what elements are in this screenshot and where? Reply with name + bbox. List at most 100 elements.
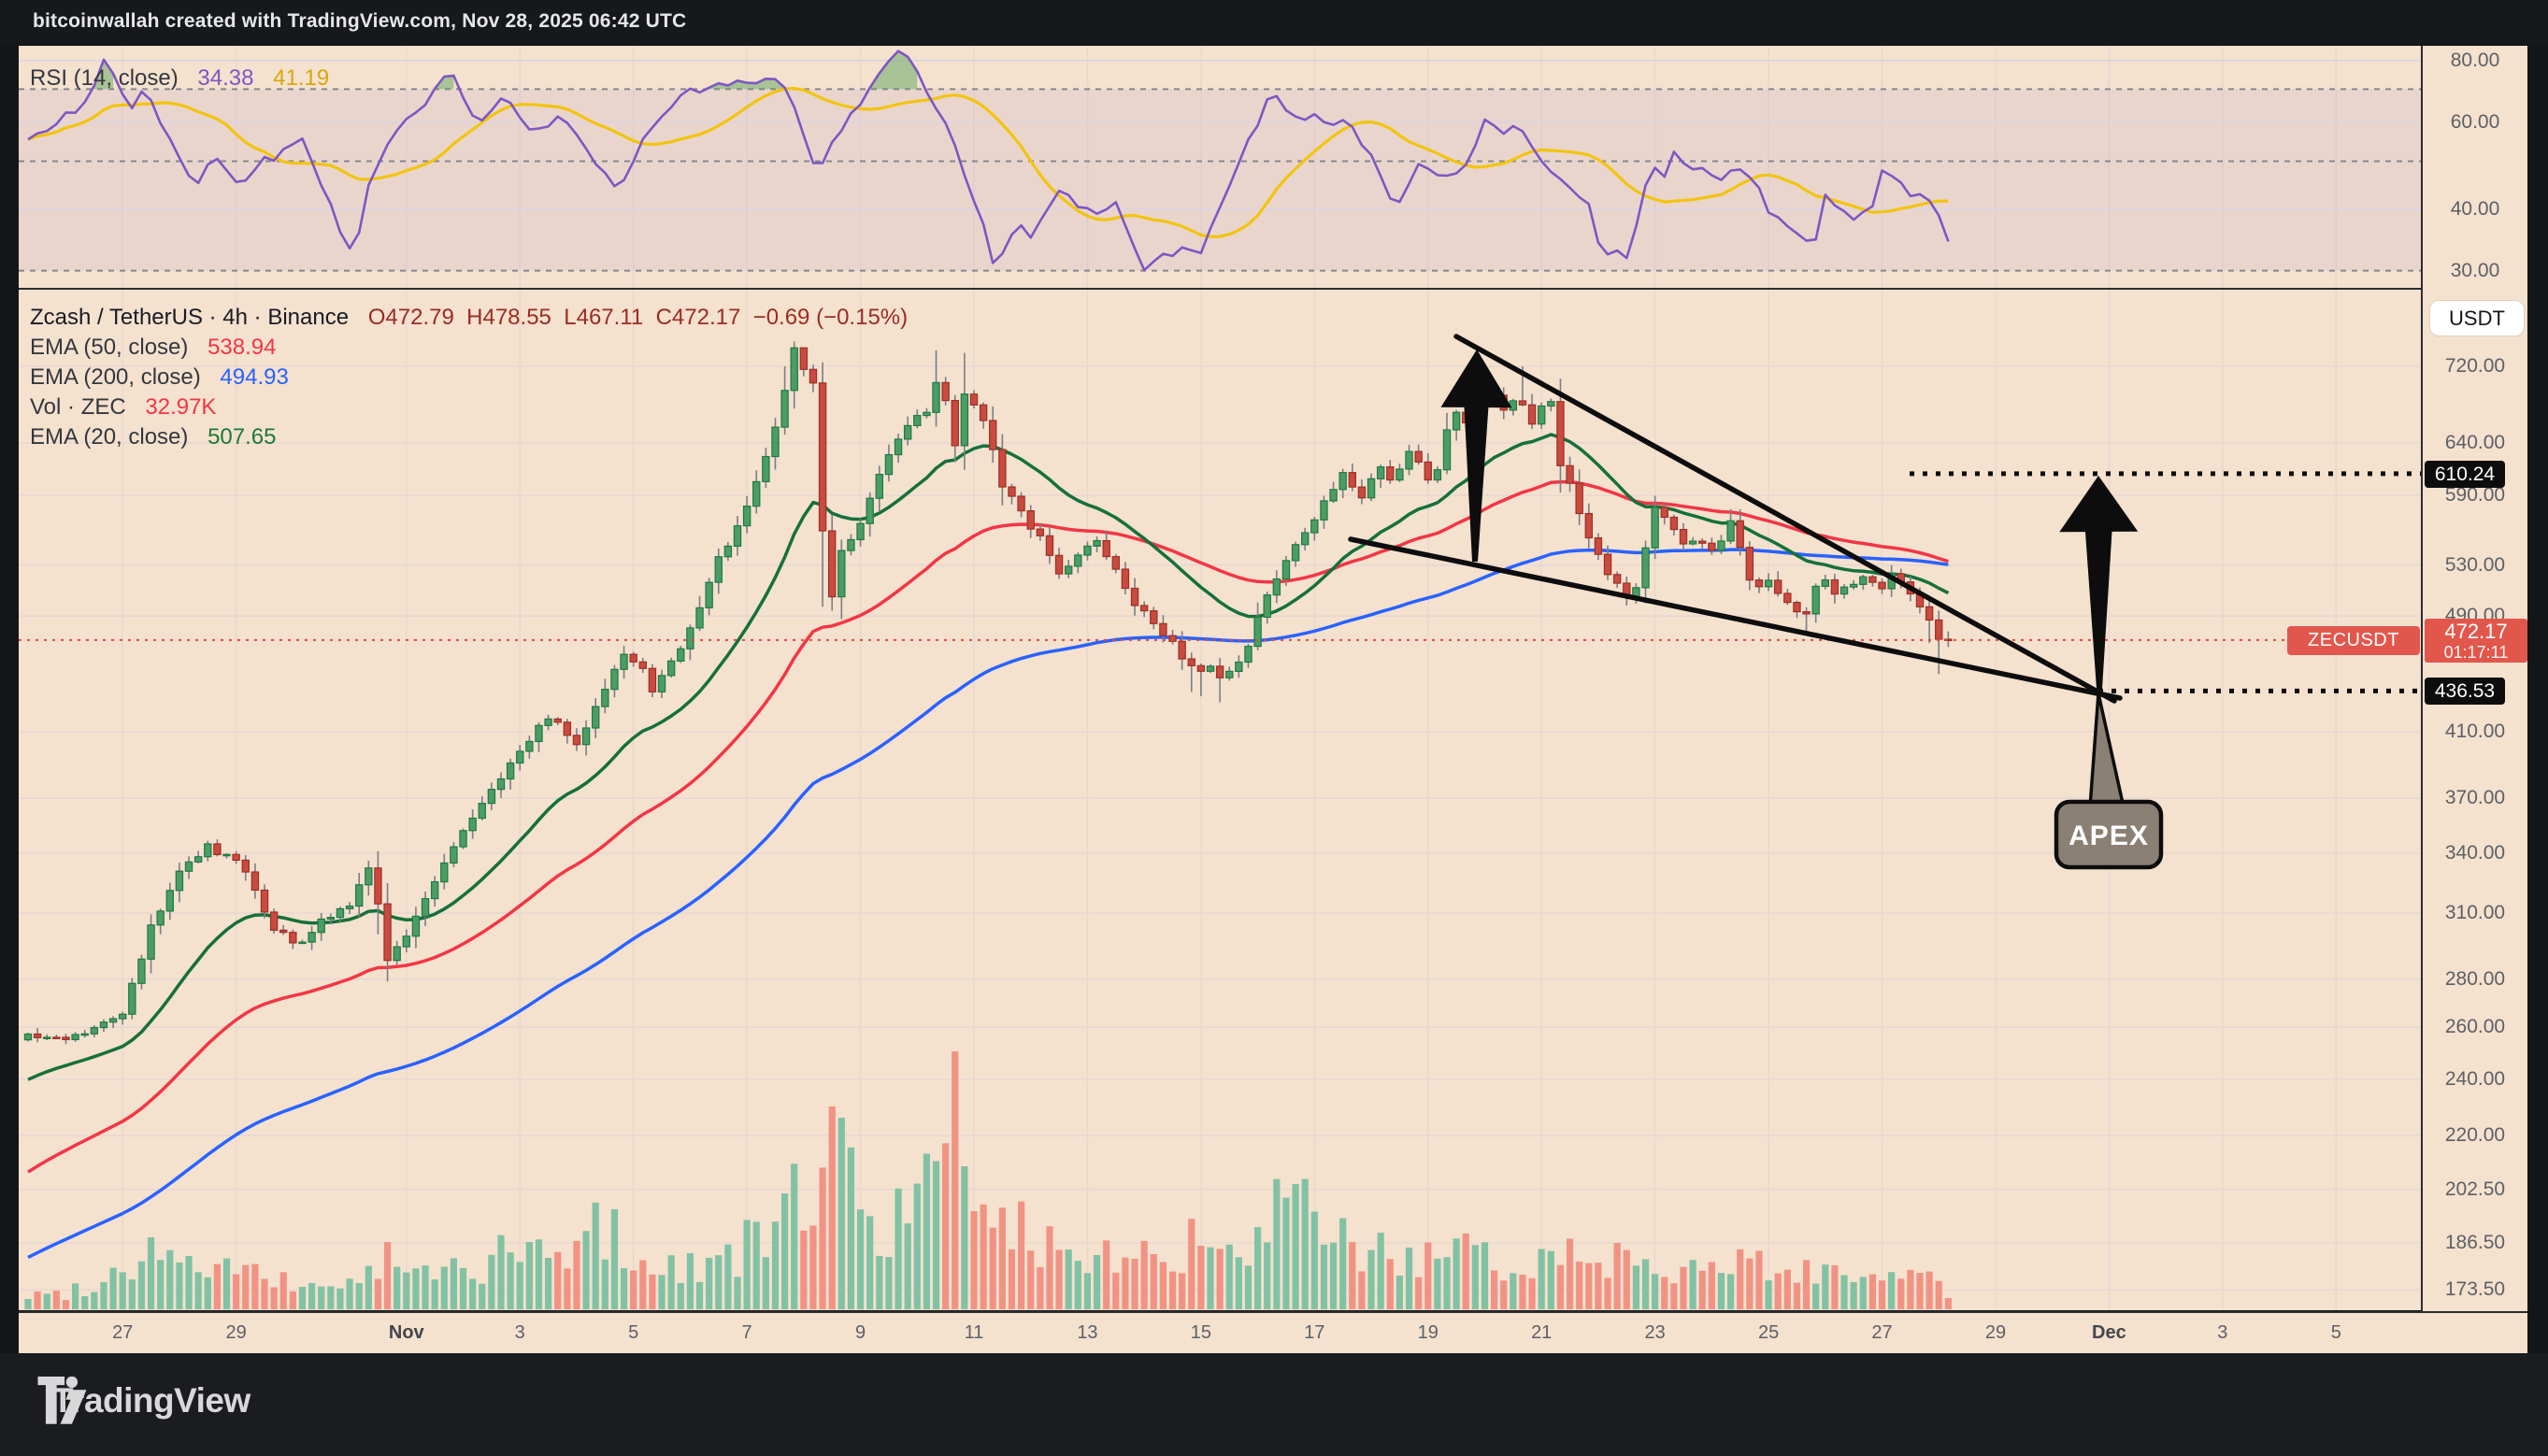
lower-target-price-label[interactable]: 436.53 (2425, 678, 2505, 706)
volume-bar (545, 1258, 552, 1309)
volume-bar (1556, 1264, 1565, 1309)
price-tick-label: 370.00 (2444, 787, 2506, 809)
price-tick-label: 590.00 (2444, 484, 2506, 507)
volume-bar (1065, 1249, 1072, 1309)
price-tick-label: 186.50 (2444, 1231, 2506, 1253)
candle-body (1074, 554, 1082, 567)
candle-body (165, 890, 174, 912)
price-tick-label: 280.00 (2444, 967, 2506, 990)
volume-bar (1140, 1240, 1148, 1309)
candle-body (279, 929, 288, 934)
candle-body (1215, 665, 1224, 678)
candle-body (1811, 585, 1820, 615)
pane-separator[interactable] (19, 288, 2527, 290)
candle-body (383, 903, 392, 962)
candle-body (572, 735, 581, 746)
volume-bar (1661, 1277, 1668, 1309)
apex-callout-box[interactable] (2054, 799, 2164, 870)
volume-bar (1093, 1255, 1101, 1309)
ema200-line[interactable] (27, 548, 1949, 1259)
candle-body (799, 347, 809, 370)
rsi-chart-svg[interactable] (19, 46, 2421, 288)
volume-bar (1576, 1261, 1583, 1309)
volume-bar (1310, 1211, 1318, 1309)
ema20-legend-row[interactable]: EMA (20, close) 507.65 (30, 424, 276, 450)
candle-body (1821, 578, 1829, 587)
price-axis[interactable]: USDT 720.00 640.00 590.00 530.00 490.00 410.0… (2421, 46, 2527, 1311)
candle-body (289, 932, 297, 944)
time-tick-label: 17 (1304, 1322, 1325, 1343)
main-chart-svg[interactable]: APEX (19, 290, 2421, 1310)
candle-body (1139, 605, 1149, 612)
volume-bar (1916, 1273, 1924, 1309)
candle-body (251, 871, 260, 892)
volume-bar (809, 1225, 817, 1309)
volume-bar (904, 1223, 911, 1309)
volume-bar (998, 1207, 1006, 1309)
candle-body (818, 382, 827, 532)
ema200-legend-row[interactable]: EMA (200, close) 494.93 (30, 364, 289, 391)
candle-body (1527, 404, 1537, 425)
volume-bar (724, 1244, 732, 1309)
main-price-pane[interactable]: APEX (19, 290, 2421, 1310)
candle-body (1036, 528, 1045, 536)
symbol-price-flag[interactable]: ZECUSDT (2287, 625, 2420, 655)
volume-bar (242, 1264, 250, 1309)
rsi-ma-line[interactable] (27, 86, 1949, 238)
volume-bar (1329, 1242, 1338, 1309)
volume-bar (1613, 1242, 1621, 1309)
rsi-pane[interactable] (19, 46, 2421, 288)
ema20-line[interactable] (27, 433, 1950, 1081)
rsi-legend-name: RSI (14, close) (30, 65, 179, 91)
volume-bar (1282, 1197, 1290, 1309)
volume-bar (213, 1263, 221, 1309)
apex-target-arrow[interactable] (2059, 476, 2139, 689)
candle-body (1300, 532, 1310, 546)
lower-trendline[interactable] (1348, 536, 2123, 701)
volume-bar (1547, 1250, 1554, 1309)
ema50-legend-row[interactable]: EMA (50, close) 538.94 (30, 335, 276, 361)
ema50-line[interactable] (27, 479, 1949, 1174)
candle-body (33, 1033, 42, 1038)
ohlc-change: −0.69 (−0.15%) (752, 305, 909, 330)
volume-bar (1538, 1249, 1545, 1309)
volume-bar (147, 1236, 155, 1309)
rsi-line[interactable] (27, 50, 1950, 272)
candle-body (269, 911, 279, 931)
volume-bar (535, 1239, 543, 1309)
tradingview-logo[interactable]: TradingView (37, 1377, 251, 1424)
candle-body (1130, 587, 1139, 607)
ema20-name: EMA (20, close) (30, 424, 189, 450)
candle-body (1641, 547, 1650, 589)
candle-body (1925, 606, 1934, 621)
volume-bar (1254, 1227, 1262, 1309)
apex-callout-tail[interactable] (2088, 692, 2126, 809)
price-tick-label: 220.00 (2444, 1124, 2506, 1147)
upper-trendline[interactable] (1453, 334, 2117, 704)
credit-text: bitcoinwallah created with TradingView.c… (33, 10, 687, 32)
candle-body (1291, 544, 1300, 562)
currency-toggle-button[interactable]: USDT (2430, 301, 2524, 335)
volume-bar (592, 1202, 599, 1309)
volume-bar (308, 1282, 316, 1309)
candle-body (856, 522, 865, 541)
candle-body (1793, 602, 1801, 613)
volume-bar (52, 1291, 60, 1309)
breakout-projection-arrow[interactable] (1440, 350, 1512, 562)
symbol-legend-row[interactable]: Zcash / TetherUS · 4h · Binance O472.79 … (30, 305, 908, 331)
candle-body (1376, 466, 1385, 479)
rsi-legend[interactable]: RSI (14, close) 34.38 41.19 (30, 65, 329, 92)
candle-body (1603, 553, 1612, 576)
last-price-axis-label[interactable]: 472.17 01:17:11 (2425, 618, 2527, 663)
candle-body (733, 525, 742, 548)
volume-bar (91, 1292, 98, 1309)
volume-bar (1859, 1277, 1867, 1309)
volume-bar (1179, 1273, 1186, 1309)
volume-bar (1396, 1275, 1403, 1309)
volume-layer (24, 1051, 1952, 1309)
time-axis[interactable]: 27 29 Nov 3 5 7 9 11 13 15 17 19 21 23 25 27 29 Dec 3 5 (19, 1311, 2527, 1353)
volume-legend-row[interactable]: Vol · ZEC 32.97K (30, 394, 216, 421)
volume-bar (1018, 1201, 1025, 1309)
upper-target-price-label[interactable]: 610.24 (2425, 460, 2505, 488)
volume-bar (1453, 1238, 1460, 1309)
